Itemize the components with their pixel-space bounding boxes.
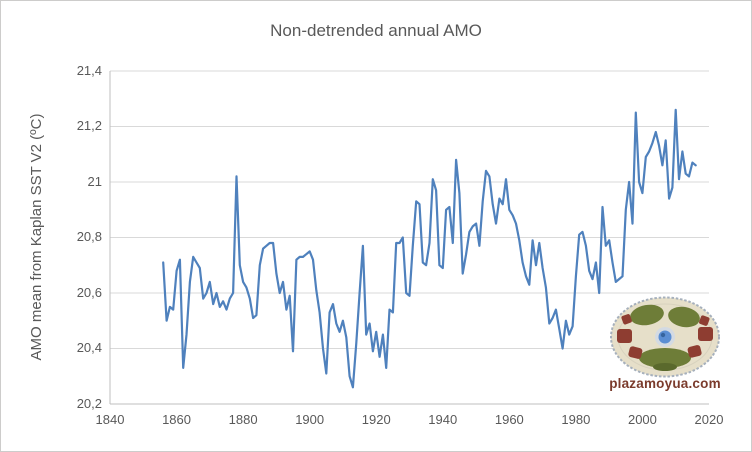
- y-tick-label: 21: [87, 173, 102, 189]
- x-tick-label: 1960: [494, 412, 524, 427]
- y-tick-label: 20,6: [76, 284, 102, 300]
- y-tick-label: 21,4: [76, 62, 102, 78]
- x-tick-label: 1860: [162, 412, 191, 427]
- x-tick-label: 2020: [694, 412, 724, 427]
- x-tick-label: 1880: [228, 412, 258, 427]
- chart-title: Non-detrended annual AMO: [270, 21, 482, 40]
- y-tick-label: 20,2: [76, 395, 102, 411]
- watermark-text: plazamoyua.com: [609, 376, 721, 391]
- plaza-aerial-logo-image: [610, 296, 720, 378]
- x-tick-label: 1900: [295, 412, 325, 427]
- x-tick-label: 1940: [428, 412, 458, 427]
- y-tick-label: 20,8: [76, 229, 102, 244]
- x-tick-label: 1980: [561, 412, 591, 427]
- x-tick-label: 1840: [95, 412, 125, 427]
- plazamoyua-logo: plazamoyua.com: [609, 296, 721, 398]
- x-tick-label: 2000: [627, 412, 657, 427]
- x-tick-label: 1920: [361, 412, 391, 427]
- y-tick-label: 21,2: [76, 118, 102, 133]
- amo-series-line: [162, 108, 697, 389]
- y-tick-label: 20,4: [76, 340, 102, 355]
